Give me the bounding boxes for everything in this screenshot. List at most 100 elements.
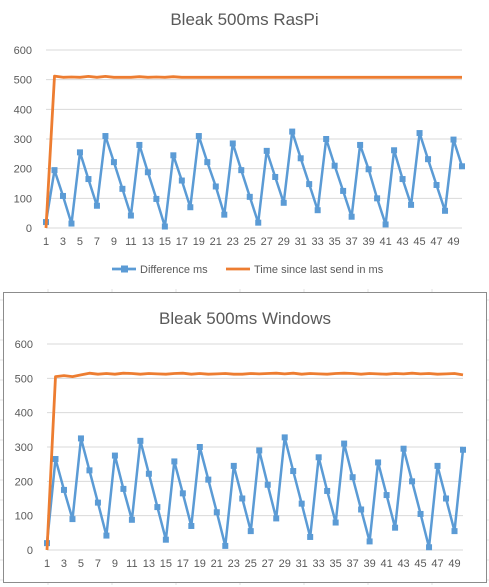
data-point <box>332 519 339 526</box>
data-point <box>128 516 135 523</box>
x-tick-label: 13 <box>143 558 155 570</box>
data-point <box>348 213 355 220</box>
data-point <box>460 446 466 453</box>
x-tick-label: 47 <box>431 558 443 570</box>
data-point <box>119 185 126 192</box>
data-point <box>264 481 271 488</box>
x-tick-label: 41 <box>380 558 392 570</box>
data-point <box>391 147 398 154</box>
y-tick-label: 200 <box>14 164 32 176</box>
x-tick-label: 27 <box>262 558 274 570</box>
data-point <box>358 506 365 513</box>
data-point <box>196 444 203 450</box>
data-point <box>171 458 178 465</box>
data-point <box>408 201 415 208</box>
x-tick-label: 5 <box>78 558 84 570</box>
data-point <box>416 130 423 137</box>
data-point <box>263 147 270 154</box>
data-point <box>442 207 449 214</box>
x-tick-label: 5 <box>77 236 83 248</box>
y-tick-label: 100 <box>15 511 33 523</box>
x-tick-label: 47 <box>430 236 442 248</box>
y-tick-label: 0 <box>26 223 32 235</box>
data-point <box>120 485 127 492</box>
series-line <box>45 371 464 551</box>
x-tick-label: 25 <box>244 236 256 248</box>
x-tick-label: 27 <box>261 236 273 248</box>
chart-background <box>0 0 489 289</box>
chart-raspi[interactable]: Bleak 500ms RasPi 0 100 200 300 400 500 600 1 3 5 7… <box>0 0 489 289</box>
data-point <box>93 202 100 209</box>
data-point <box>187 204 194 211</box>
x-tick-label: 17 <box>176 236 188 248</box>
data-point <box>94 499 101 506</box>
data-point <box>272 173 279 180</box>
data-point <box>221 211 228 218</box>
data-point <box>298 500 305 507</box>
data-point <box>102 133 109 140</box>
data-point <box>161 223 168 230</box>
data-point <box>239 495 246 502</box>
data-point <box>417 510 424 517</box>
data-point <box>144 169 151 176</box>
data-point <box>459 163 465 170</box>
x-tick-label: 15 <box>159 236 171 248</box>
x-tick-label: 21 <box>210 236 222 248</box>
data-point <box>222 542 229 549</box>
x-tick-label: 33 <box>312 236 324 248</box>
series-line <box>44 130 464 228</box>
data-point <box>409 478 416 485</box>
y-tick-label: 400 <box>14 104 32 116</box>
data-point <box>307 533 314 540</box>
x-tick-label: 31 <box>295 236 307 248</box>
chart-windows[interactable]: Bleak 500ms Windows 0 100 200 300 400 500 600 1 3… <box>3 292 487 583</box>
x-tick-label: 37 <box>346 236 358 248</box>
data-point <box>382 221 389 228</box>
data-point <box>289 128 296 135</box>
x-tick-label: 11 <box>125 236 136 248</box>
data-point <box>315 454 322 461</box>
data-point <box>365 166 372 173</box>
y-tick-label: 500 <box>14 75 32 87</box>
data-point <box>188 522 195 529</box>
data-point <box>255 219 262 226</box>
data-point <box>213 509 220 516</box>
data-point <box>145 470 152 477</box>
data-point <box>290 468 297 475</box>
x-tick-label: 35 <box>330 558 342 570</box>
data-point <box>306 181 313 188</box>
data-point <box>103 532 110 539</box>
legend-marker <box>121 265 128 273</box>
series-line <box>45 436 465 549</box>
y-tick-label: 100 <box>14 193 32 205</box>
x-tick-label: 43 <box>396 236 408 248</box>
x-tick-label: 9 <box>112 558 118 570</box>
data-point <box>451 528 458 535</box>
x-tick-label: 7 <box>95 558 101 570</box>
data-point <box>324 487 331 494</box>
data-point <box>280 199 287 206</box>
x-tick-label: 19 <box>193 236 205 248</box>
series-line <box>44 74 462 229</box>
x-tick-label: 43 <box>397 558 409 570</box>
data-point <box>247 528 254 535</box>
data-point <box>375 459 382 466</box>
data-point <box>400 445 407 452</box>
legend-label: Time since last send in ms <box>254 264 384 276</box>
chart-background <box>4 293 486 582</box>
data-point <box>204 159 211 166</box>
data-point <box>154 504 161 511</box>
x-tick-label: 23 <box>227 236 239 248</box>
x-tick-label: 25 <box>245 558 257 570</box>
data-point <box>323 136 330 142</box>
data-point <box>433 181 440 188</box>
data-point <box>341 440 348 447</box>
x-tick-label: 3 <box>60 236 66 248</box>
data-point <box>434 462 441 469</box>
data-point <box>297 155 304 162</box>
data-point <box>77 435 84 442</box>
x-tick-label: 39 <box>362 236 374 248</box>
x-tick-label: 41 <box>379 236 391 248</box>
